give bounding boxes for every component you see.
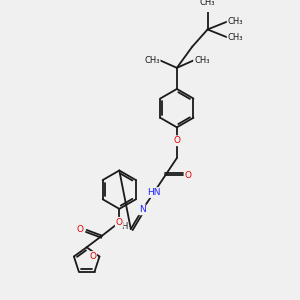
Text: H: H: [121, 222, 127, 231]
Text: CH₃: CH₃: [194, 56, 210, 65]
Text: O: O: [185, 171, 192, 180]
Text: CH₃: CH₃: [200, 0, 215, 7]
Text: CH₃: CH₃: [144, 56, 160, 65]
Text: O: O: [89, 252, 96, 261]
Text: O: O: [173, 136, 180, 145]
Text: N: N: [139, 205, 146, 214]
Text: O: O: [76, 226, 83, 235]
Text: CH₃: CH₃: [228, 17, 243, 26]
Text: CH₃: CH₃: [228, 33, 243, 42]
Text: HN: HN: [147, 188, 160, 197]
Text: O: O: [116, 218, 123, 227]
